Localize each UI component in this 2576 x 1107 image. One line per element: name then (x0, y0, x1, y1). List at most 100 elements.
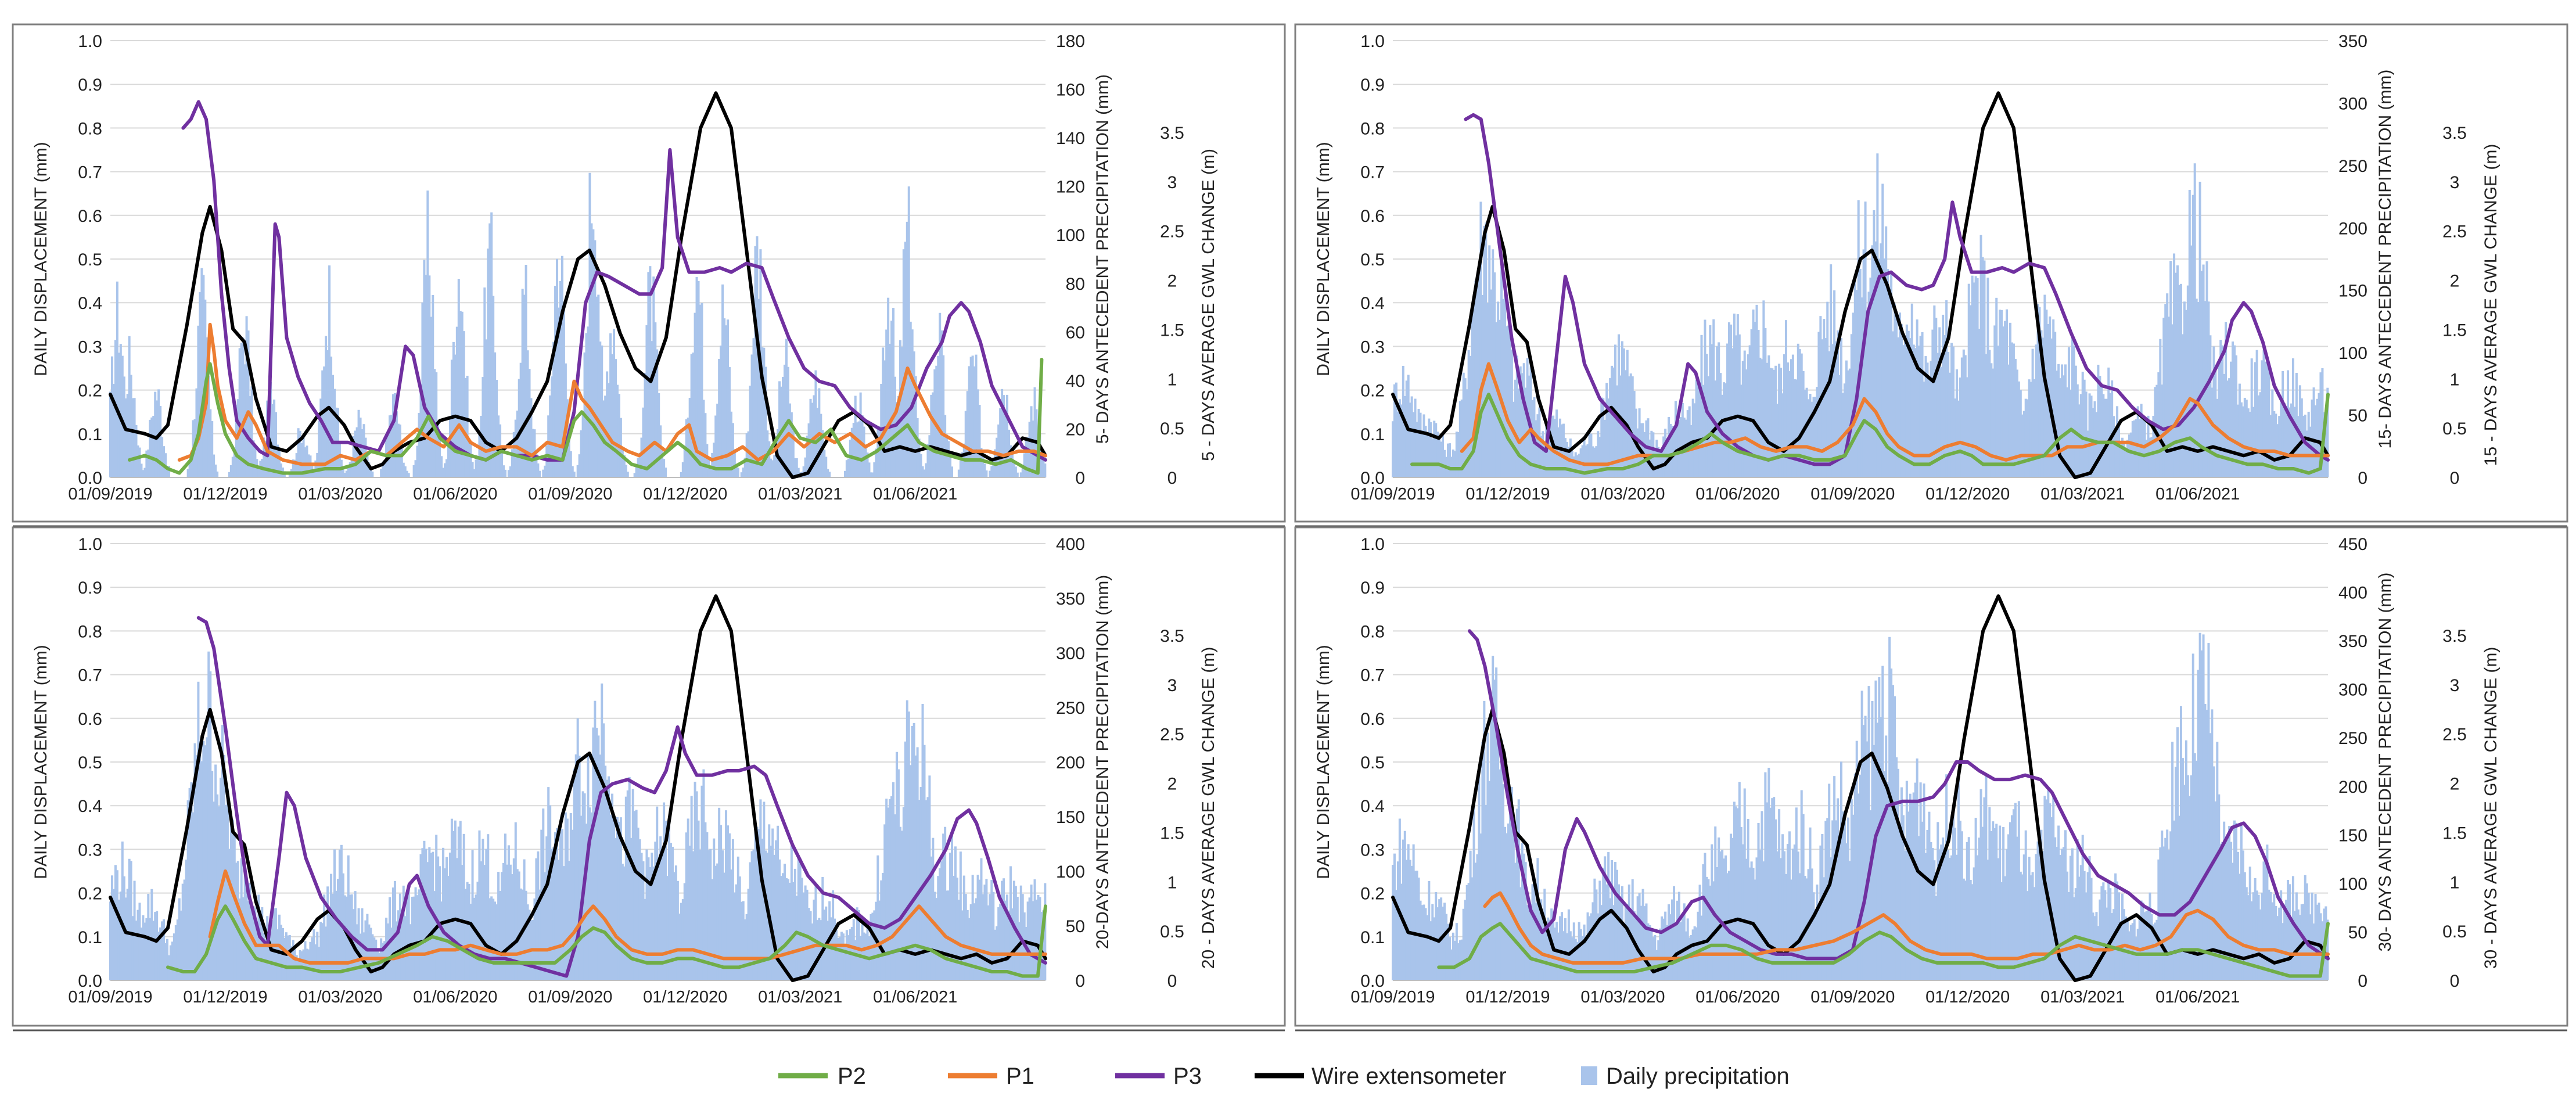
precip-bar (785, 878, 788, 980)
y-left-tick-label: 0.9 (78, 578, 102, 598)
precip-bar (1734, 806, 1737, 980)
precip-bar (171, 941, 174, 980)
precip-bar (1712, 319, 1715, 477)
precip-bar (382, 465, 385, 477)
precip-bar (916, 747, 919, 980)
precip-bar (483, 865, 486, 980)
precip-bar (1485, 804, 1488, 980)
precip-bar (2243, 872, 2246, 980)
precip-bar (1810, 868, 1813, 980)
precip-bar (773, 455, 776, 477)
precip-bar (2233, 345, 2236, 477)
precip-bar (1453, 940, 1456, 980)
precip-bar (482, 377, 484, 477)
precip-bar (1716, 346, 1719, 477)
precip-bar (1885, 735, 1888, 980)
precip-bar (192, 812, 195, 980)
precip-bar (2228, 826, 2231, 980)
precip-bar (402, 462, 405, 477)
x-tick-label: 01/12/2020 (643, 988, 727, 1007)
precip-bar (889, 343, 892, 477)
precip-bar (1761, 811, 1763, 980)
precip-bar (690, 354, 693, 477)
precip-bar (1702, 384, 1705, 477)
precip-bar (523, 294, 526, 477)
precip-bar (1471, 877, 1474, 980)
y-left-tick-label: 0.5 (1360, 753, 1385, 772)
precip-bar (521, 289, 524, 477)
precip-bar (340, 844, 343, 980)
precip-bar (595, 728, 598, 980)
precip-bar (318, 420, 321, 477)
precip-bar (609, 333, 612, 477)
precip-bar (1631, 376, 1634, 477)
precip-bar (1909, 793, 1912, 980)
y-gwl-tick-label: 0.5 (1160, 419, 1184, 439)
precip-bar (2147, 415, 2150, 477)
precip-bar (912, 723, 915, 980)
precip-bar (2176, 265, 2179, 477)
precip-bar (907, 711, 910, 980)
precip-bar (975, 898, 978, 980)
precip-bar (856, 422, 858, 477)
precip-bar (2097, 926, 2100, 980)
precip-bar (925, 463, 928, 477)
precip-bar (975, 354, 978, 477)
precip-bar (792, 430, 795, 477)
precip-bar (376, 951, 379, 980)
precip-bar (174, 925, 177, 980)
precip-bar (797, 855, 800, 980)
precip-bar (987, 905, 990, 980)
precip-bar (825, 457, 828, 477)
precip-bar (1802, 814, 1805, 980)
precip-bar (982, 894, 985, 980)
precip-bar (2269, 415, 2272, 477)
precip-bar (499, 890, 502, 980)
precip-bar (1597, 431, 1600, 477)
precip-bar (749, 862, 752, 980)
y-left-tick-label: 0.6 (78, 710, 102, 729)
precip-bar (1422, 904, 1425, 980)
precip-bar (1743, 788, 1746, 980)
precip-bar (1559, 916, 1562, 980)
y-left-tick-label: 0.1 (78, 928, 102, 947)
y-left-tick-label: 0.3 (1360, 337, 1385, 357)
precip-bar (1455, 432, 1458, 477)
precip-bar (2017, 801, 2020, 980)
precip-bar (611, 354, 614, 477)
precip-bar (690, 796, 693, 980)
precip-bar (2093, 401, 2096, 477)
precip-bar (259, 919, 262, 980)
precip-bar (768, 824, 771, 980)
precip-bar (2100, 385, 2103, 477)
y-precip-tick-label: 40 (1066, 372, 1085, 391)
precip-bar (142, 915, 145, 980)
precip-bar (2064, 830, 2067, 980)
y-left-tick-label: 0.5 (78, 753, 102, 772)
precip-bar (181, 883, 184, 980)
precip-bar (1999, 825, 2002, 980)
precip-bar (1709, 885, 1712, 980)
precip-bar (2236, 404, 2239, 477)
precip-bar (164, 943, 167, 980)
precip-bar (1676, 416, 1679, 477)
precip-bar (1465, 389, 1468, 477)
precip-bar (130, 375, 132, 477)
precip-bar (222, 754, 225, 980)
precip-bar (2190, 245, 2193, 477)
precip-bar (983, 885, 986, 980)
precip-bar (2079, 865, 2082, 980)
precip-bar (2290, 916, 2293, 980)
precip-bar (1607, 852, 1610, 980)
precip-bar (2283, 403, 2286, 477)
precip-bar (1846, 370, 1849, 477)
precip-bar (1435, 892, 1438, 980)
precip-bar (1014, 466, 1017, 477)
precip-bar (1907, 811, 1910, 980)
precip-bar (578, 454, 581, 477)
precip-bar (1986, 278, 1989, 477)
precip-bar (1664, 911, 1667, 980)
precip-bar (256, 921, 258, 980)
precip-bar (1867, 292, 1870, 477)
precip-bar (270, 382, 272, 477)
